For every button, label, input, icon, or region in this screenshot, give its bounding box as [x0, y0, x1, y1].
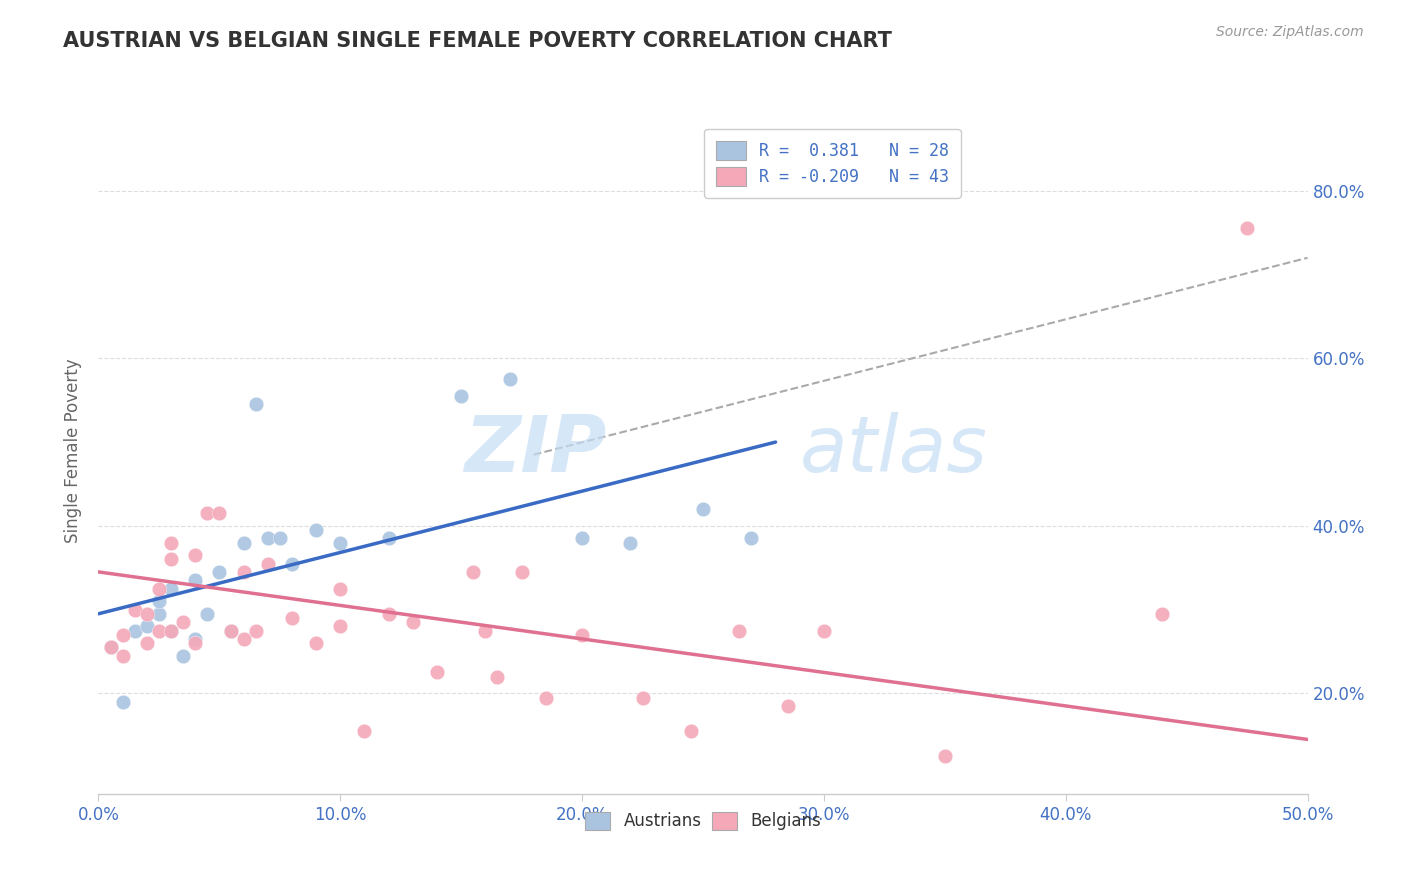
- Point: [245, 624, 267, 638]
- Point: [160, 535, 183, 549]
- Point: [571, 532, 593, 546]
- Point: [498, 372, 520, 386]
- Point: [148, 594, 170, 608]
- Point: [728, 624, 751, 638]
- Point: [100, 640, 122, 655]
- Point: [124, 602, 146, 616]
- Point: [281, 557, 304, 571]
- Point: [256, 532, 278, 546]
- Point: [510, 565, 533, 579]
- Text: AUSTRIAN VS BELGIAN SINGLE FEMALE POVERTY CORRELATION CHART: AUSTRIAN VS BELGIAN SINGLE FEMALE POVERT…: [63, 31, 893, 51]
- Point: [208, 506, 231, 520]
- Point: [305, 523, 328, 537]
- Point: [329, 619, 352, 633]
- Point: [160, 624, 183, 638]
- Point: [329, 535, 352, 549]
- Point: [135, 636, 157, 650]
- Point: [679, 724, 702, 739]
- Point: [111, 695, 134, 709]
- Point: [124, 624, 146, 638]
- Point: [184, 548, 207, 562]
- Point: [402, 615, 425, 630]
- Point: [1236, 221, 1258, 235]
- Point: [221, 624, 243, 638]
- Point: [1152, 607, 1174, 621]
- Point: [221, 624, 243, 638]
- Legend: Austrians, Belgians: Austrians, Belgians: [579, 805, 827, 837]
- Point: [269, 532, 291, 546]
- Point: [934, 749, 956, 764]
- Point: [631, 690, 654, 705]
- Point: [148, 582, 170, 596]
- Text: ZIP: ZIP: [464, 412, 606, 489]
- Point: [305, 636, 328, 650]
- Point: [148, 624, 170, 638]
- Point: [329, 582, 352, 596]
- Point: [160, 624, 183, 638]
- Point: [426, 665, 449, 680]
- Point: [245, 397, 267, 411]
- Point: [208, 565, 231, 579]
- Point: [740, 532, 762, 546]
- Point: [184, 636, 207, 650]
- Point: [377, 532, 399, 546]
- Point: [172, 615, 194, 630]
- Point: [692, 502, 714, 516]
- Point: [450, 389, 472, 403]
- Point: [813, 624, 835, 638]
- Point: [135, 619, 157, 633]
- Point: [111, 648, 134, 663]
- Point: [135, 607, 157, 621]
- Point: [486, 670, 509, 684]
- Point: [160, 582, 183, 596]
- Text: atlas: atlas: [800, 412, 987, 489]
- Point: [232, 565, 254, 579]
- Point: [100, 640, 122, 655]
- Point: [184, 632, 207, 646]
- Point: [353, 724, 375, 739]
- Point: [377, 607, 399, 621]
- Point: [474, 624, 496, 638]
- Point: [256, 557, 278, 571]
- Point: [281, 611, 304, 625]
- Point: [184, 574, 207, 588]
- Point: [232, 632, 254, 646]
- Point: [172, 648, 194, 663]
- Point: [619, 535, 641, 549]
- Point: [160, 552, 183, 566]
- Point: [534, 690, 557, 705]
- Text: Source: ZipAtlas.com: Source: ZipAtlas.com: [1216, 25, 1364, 39]
- Point: [571, 628, 593, 642]
- Point: [148, 607, 170, 621]
- Point: [195, 607, 218, 621]
- Point: [463, 565, 485, 579]
- Point: [111, 628, 134, 642]
- Point: [776, 698, 799, 713]
- Y-axis label: Single Female Poverty: Single Female Poverty: [65, 359, 83, 542]
- Point: [195, 506, 218, 520]
- Point: [232, 535, 254, 549]
